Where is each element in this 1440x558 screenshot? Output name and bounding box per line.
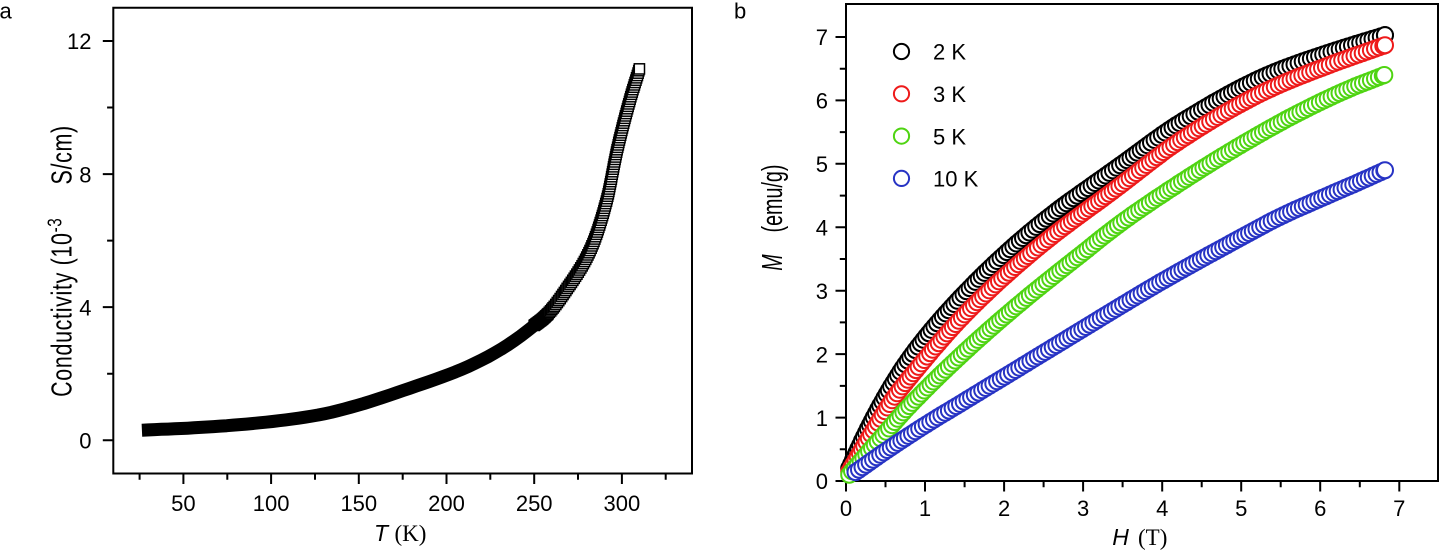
svg-text:2: 2 [816,342,828,367]
svg-text:3: 3 [816,279,828,304]
svg-text:12: 12 [67,29,91,54]
svg-text:6: 6 [816,89,828,114]
svg-text:1: 1 [919,496,931,521]
svg-text:6: 6 [1314,496,1326,521]
svg-text:8: 8 [79,162,91,187]
svg-text:M (emu/g): M (emu/g) [757,165,789,271]
svg-text:5 K: 5 K [933,124,966,149]
svg-text:4: 4 [1156,496,1168,521]
svg-text:3 K: 3 K [933,82,966,107]
svg-text:2: 2 [998,496,1010,521]
svg-text:7: 7 [1393,496,1405,521]
svg-text:T: T [374,520,390,546]
svg-text:H: H [1112,524,1129,550]
svg-text:10 K: 10 K [933,167,979,192]
svg-text:50: 50 [171,491,195,516]
svg-text:0: 0 [816,469,828,494]
svg-text:300: 300 [604,491,641,516]
svg-text:0: 0 [79,428,91,453]
svg-text:b: b [734,0,746,24]
svg-text:5: 5 [1235,496,1247,521]
svg-text:2 K: 2 K [933,40,966,65]
svg-text:(T): (T) [1138,525,1167,550]
svg-text:100: 100 [253,491,290,516]
svg-text:250: 250 [516,491,553,516]
svg-text:7: 7 [816,25,828,50]
svg-text:0: 0 [840,496,852,521]
svg-text:a: a [0,0,13,24]
svg-text:(K): (K) [395,521,427,546]
svg-text:4: 4 [816,216,828,241]
svg-text:5: 5 [816,152,828,177]
svg-text:4: 4 [79,295,91,320]
svg-text:3: 3 [1077,496,1089,521]
svg-text:150: 150 [340,491,377,516]
svg-text:1: 1 [816,406,828,431]
svg-text:Conductivity (10-3 S/cm): Conductivity (10-3 S/cm) [43,125,78,397]
svg-text:200: 200 [428,491,465,516]
